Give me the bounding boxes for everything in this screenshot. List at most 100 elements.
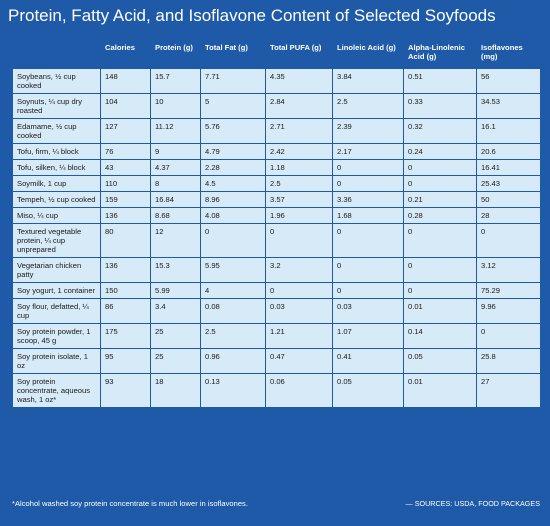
column-header: Total Fat (g) (200, 39, 266, 69)
table-cell: 0 (476, 323, 541, 349)
table-cell: 4.37 (150, 159, 201, 176)
table-cell: 2.84 (265, 93, 333, 119)
table-cell: 1.96 (265, 207, 333, 224)
table-cell: 2.71 (265, 118, 333, 144)
row-label: Tempeh, ½ cup cooked (12, 191, 101, 208)
table-cell: 136 (100, 207, 151, 224)
row-label: Soybeans, ½ cup cooked (12, 68, 101, 94)
row-label: Soy protein concentrate, aqueous wash, 1… (12, 373, 101, 408)
table-cell: 0 (332, 159, 404, 176)
table-cell: 0.05 (403, 348, 477, 374)
table-cell: 148 (100, 68, 151, 94)
table-cell: 8.68 (150, 207, 201, 224)
table-cell: 4.79 (200, 143, 266, 160)
table-cell: 2.5 (332, 93, 404, 119)
table-cell: 0 (332, 175, 404, 192)
table-cell: 80 (100, 223, 151, 258)
table-cell: 3.57 (265, 191, 333, 208)
table-row: Tofu, firm, ¼ block 76 9 4.79 2.42 2.17 0.24 20… (12, 143, 541, 160)
table-cell: 11.12 (150, 118, 201, 144)
table-cell: 10 (150, 93, 201, 119)
table-cell: 93 (100, 373, 151, 408)
table-cell: 43 (100, 159, 151, 176)
table-cell: 0.41 (332, 348, 404, 374)
header-row: Calories Protein (g) Total Fat (g) Total PU… (12, 39, 541, 69)
table-row: Edamame, ½ cup cooked 127 11.12 5.76 2.71 2.3… (12, 118, 541, 144)
table-cell: 0 (403, 257, 477, 283)
table-cell: 150 (100, 282, 151, 299)
table-cell: 5.95 (200, 257, 266, 283)
table-cell: 3.36 (332, 191, 404, 208)
column-header: Linoleic Acid (g) (332, 39, 404, 69)
table-cell: 16.1 (476, 118, 541, 144)
table-cell: 86 (100, 298, 151, 324)
column-header: Isoflavones (mg) (476, 39, 541, 69)
table-cell: 3.84 (332, 68, 404, 94)
table-cell: 9.96 (476, 298, 541, 324)
table-cell: 0.32 (403, 118, 477, 144)
table-cell: 0.28 (403, 207, 477, 224)
table-cell: 25.8 (476, 348, 541, 374)
column-header: Calories (100, 39, 151, 69)
table-cell: 16.41 (476, 159, 541, 176)
table-cell: 3.4 (150, 298, 201, 324)
table-cell: 3.2 (265, 257, 333, 283)
table-row: Soybeans, ½ cup cooked 148 15.7 7.71 4.35 3.8… (12, 68, 541, 94)
table-cell: 15.7 (150, 68, 201, 94)
table-cell: 8 (150, 175, 201, 192)
row-label: Soy protein isolate, 1 oz (12, 348, 101, 374)
table-cell: 0 (403, 223, 477, 258)
table-row: Soymilk, 1 cup 110 8 4.5 2.5 0 0 25.43 (12, 175, 541, 192)
table-cell: 75.29 (476, 282, 541, 299)
table-cell: 0.01 (403, 298, 477, 324)
table-cell: 0.03 (332, 298, 404, 324)
table-cell: 0 (403, 175, 477, 192)
table-cell: 1.07 (332, 323, 404, 349)
table-row: Vegetarian chicken patty 136 15.3 5.95 3.2 0 0… (12, 257, 541, 283)
table-cell: 25 (150, 348, 201, 374)
table-cell: 8.96 (200, 191, 266, 208)
table-cell: 0.14 (403, 323, 477, 349)
footnote: *Alcohol washed soy protein concentrate … (12, 499, 248, 508)
table-cell: 18 (150, 373, 201, 408)
row-label: Vegetarian chicken patty (12, 257, 101, 283)
table-cell: 2.17 (332, 143, 404, 160)
table-cell: 95 (100, 348, 151, 374)
table-cell: 0 (332, 223, 404, 258)
table-cell: 7.71 (200, 68, 266, 94)
table-cell: 20.6 (476, 143, 541, 160)
title: Protein, Fatty Acid, and Isoflavone Cont… (8, 6, 496, 25)
table-cell: 9 (150, 143, 201, 160)
row-label: Tofu, silken, ¼ block (12, 159, 101, 176)
row-label: Textured vegetable protein, ¼ cup unprep… (12, 223, 101, 258)
table-cell: 50 (476, 191, 541, 208)
table-header: Calories Protein (g) Total Fat (g) Total PU… (12, 39, 541, 69)
table-cell: 0.51 (403, 68, 477, 94)
table-cell: 2.5 (265, 175, 333, 192)
table-cell: 0 (476, 223, 541, 258)
table-cell: 127 (100, 118, 151, 144)
table-cell: 0 (403, 282, 477, 299)
table-cell: 4.5 (200, 175, 266, 192)
table-cell: 5 (200, 93, 266, 119)
table-cell: 0.03 (265, 298, 333, 324)
table-cell: 110 (100, 175, 151, 192)
table-cell: 0.01 (403, 373, 477, 408)
table-cell: 159 (100, 191, 151, 208)
table-cell: 5.99 (150, 282, 201, 299)
table-cell: 76 (100, 143, 151, 160)
table-cell: 0 (332, 282, 404, 299)
table-row: Tofu, silken, ¼ block 43 4.37 2.28 1.18 0 0 16.… (12, 159, 541, 176)
table-row: Tempeh, ½ cup cooked 159 16.84 8.96 3.57 3.36… (12, 191, 541, 208)
row-label: Soynuts, ¼ cup dry roasted (12, 93, 101, 119)
table-cell: 104 (100, 93, 151, 119)
column-header: Alpha-Linolenic Acid (g) (403, 39, 477, 69)
table-cell: 0.13 (200, 373, 266, 408)
table-row: Soy yogurt, 1 container 150 5.99 4 0 0 0 75.29 (12, 282, 541, 299)
table-cell: 0.21 (403, 191, 477, 208)
table-cell: 4.08 (200, 207, 266, 224)
table-cell: 4 (200, 282, 266, 299)
table-body: Soybeans, ½ cup cooked 148 15.7 7.71 4.35 3.8… (12, 68, 541, 408)
table-cell: 2.5 (200, 323, 266, 349)
